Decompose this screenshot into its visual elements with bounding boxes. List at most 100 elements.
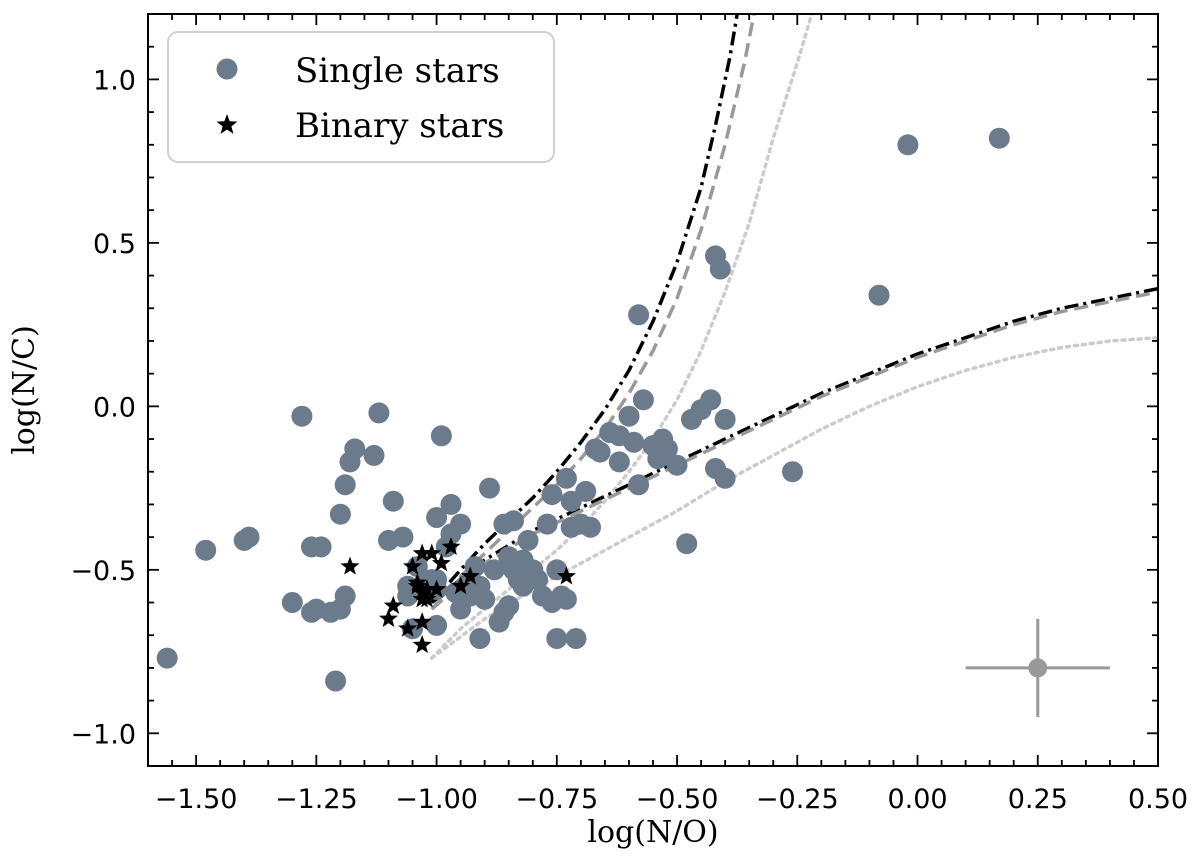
x-tick-label: 0.00 bbox=[887, 784, 947, 815]
single-star-point bbox=[565, 628, 587, 649]
single-star-point bbox=[382, 490, 404, 512]
single-star-point bbox=[281, 592, 303, 613]
single-star-point bbox=[988, 127, 1010, 149]
single-star-point bbox=[897, 134, 919, 156]
single-star-point bbox=[503, 510, 524, 532]
single-star-point bbox=[329, 503, 351, 525]
binary-star-point bbox=[431, 553, 451, 572]
x-tick-labels: −1.50 −1.25 −1.00 −0.75 −0.50 −0.25 0.00 0.25 0.… bbox=[155, 784, 1188, 815]
single-star-point bbox=[450, 513, 472, 535]
x-axis-label: log(N/O) bbox=[587, 815, 718, 850]
single-star-point bbox=[483, 559, 505, 581]
axis-ticks bbox=[148, 13, 1159, 767]
single-star-point bbox=[334, 474, 356, 496]
legend-circle-marker bbox=[216, 58, 238, 80]
single-star-point bbox=[238, 526, 260, 548]
single-star-point bbox=[310, 536, 332, 558]
single-star-point bbox=[608, 451, 630, 473]
single-star-point bbox=[714, 408, 736, 430]
single-star-point bbox=[498, 595, 520, 617]
binary-star-point bbox=[422, 543, 442, 562]
single-star-point bbox=[517, 529, 539, 551]
single-star-point bbox=[580, 516, 601, 538]
y-axis-label: log(N/C) bbox=[7, 325, 42, 455]
single-star-point bbox=[536, 513, 558, 535]
single-star-point bbox=[632, 389, 654, 411]
data-points bbox=[156, 127, 1010, 692]
y-tick-label: 0.0 bbox=[93, 392, 136, 423]
model-curve-track-1 bbox=[430, 14, 739, 604]
model-curve-track-4 bbox=[430, 286, 1158, 604]
single-star-point bbox=[555, 467, 577, 489]
single-star-point bbox=[676, 533, 698, 555]
binary-star-point bbox=[378, 608, 398, 627]
single-star-point bbox=[555, 588, 577, 610]
single-star-point bbox=[546, 628, 568, 649]
binary-star-point bbox=[460, 566, 480, 585]
y-tick-label: 1.0 bbox=[93, 65, 136, 96]
single-star-point bbox=[479, 477, 500, 499]
single-star-point bbox=[291, 405, 313, 427]
single-star-point bbox=[195, 539, 217, 561]
single-star-point bbox=[618, 405, 640, 427]
y-tick-labels: −1.0 −0.5 0.0 0.5 1.0 bbox=[70, 65, 136, 750]
error-bar-group bbox=[965, 618, 1110, 717]
single-star-point bbox=[589, 441, 611, 463]
binary-star-point bbox=[412, 635, 432, 654]
model-curve-track-2 bbox=[430, 14, 756, 611]
single-star-point bbox=[868, 284, 890, 306]
legend-label-single: Single stars bbox=[295, 51, 500, 91]
binary-star-point bbox=[451, 576, 471, 595]
binary-star-point bbox=[398, 618, 418, 637]
single-star-point bbox=[782, 461, 803, 483]
binary-star-point bbox=[427, 579, 447, 598]
single-star-point bbox=[474, 588, 496, 610]
single-star-point bbox=[430, 425, 452, 447]
y-tick-label: −0.5 bbox=[70, 556, 136, 587]
single-star-point bbox=[628, 304, 650, 326]
model-curve-track-3 bbox=[430, 14, 814, 660]
single-star-point bbox=[656, 438, 678, 460]
single-star-point bbox=[527, 569, 549, 591]
single-star-point bbox=[325, 670, 347, 692]
binary-star-point bbox=[407, 576, 427, 595]
binary-star-point bbox=[403, 556, 423, 575]
single-star-point bbox=[623, 431, 645, 453]
x-tick-label: −1.25 bbox=[275, 784, 358, 815]
single-star-point bbox=[541, 484, 563, 506]
x-tick-label: −1.00 bbox=[395, 784, 478, 815]
model-curve-track-6 bbox=[430, 335, 1158, 660]
binary-star-point bbox=[556, 566, 576, 585]
legend-label-binary: Binary stars bbox=[295, 106, 504, 146]
single-star-point bbox=[666, 454, 688, 476]
single-star-point bbox=[440, 493, 462, 515]
binary-star-point bbox=[340, 556, 360, 575]
legend-box bbox=[167, 31, 555, 163]
single-star-point bbox=[363, 444, 385, 466]
binary-star-point bbox=[441, 536, 461, 556]
single-star-point bbox=[709, 258, 731, 280]
legend: Single stars Binary stars bbox=[167, 31, 555, 163]
x-tick-label: −0.75 bbox=[515, 784, 598, 815]
binary-star-point bbox=[417, 589, 437, 608]
binary-star-point bbox=[412, 612, 432, 631]
y-tick-label: −1.0 bbox=[70, 719, 136, 750]
single-star-point bbox=[714, 467, 736, 489]
single-star-point bbox=[700, 389, 722, 411]
single-star-point bbox=[392, 526, 414, 548]
single-star-point bbox=[426, 507, 448, 528]
legend-star-marker bbox=[216, 114, 238, 134]
y-tick-label: 0.5 bbox=[93, 229, 136, 260]
single-star-point bbox=[469, 628, 491, 649]
single-star-point bbox=[426, 614, 448, 636]
single-star-point bbox=[575, 480, 597, 502]
binary-star-point bbox=[417, 579, 437, 598]
single-star-point bbox=[156, 647, 178, 669]
single-star-point bbox=[628, 474, 650, 496]
x-tick-label: 0.50 bbox=[1128, 784, 1188, 815]
x-tick-label: −1.50 bbox=[155, 784, 238, 815]
x-tick-label: 0.25 bbox=[1008, 784, 1068, 815]
binary-star-point bbox=[412, 543, 432, 562]
